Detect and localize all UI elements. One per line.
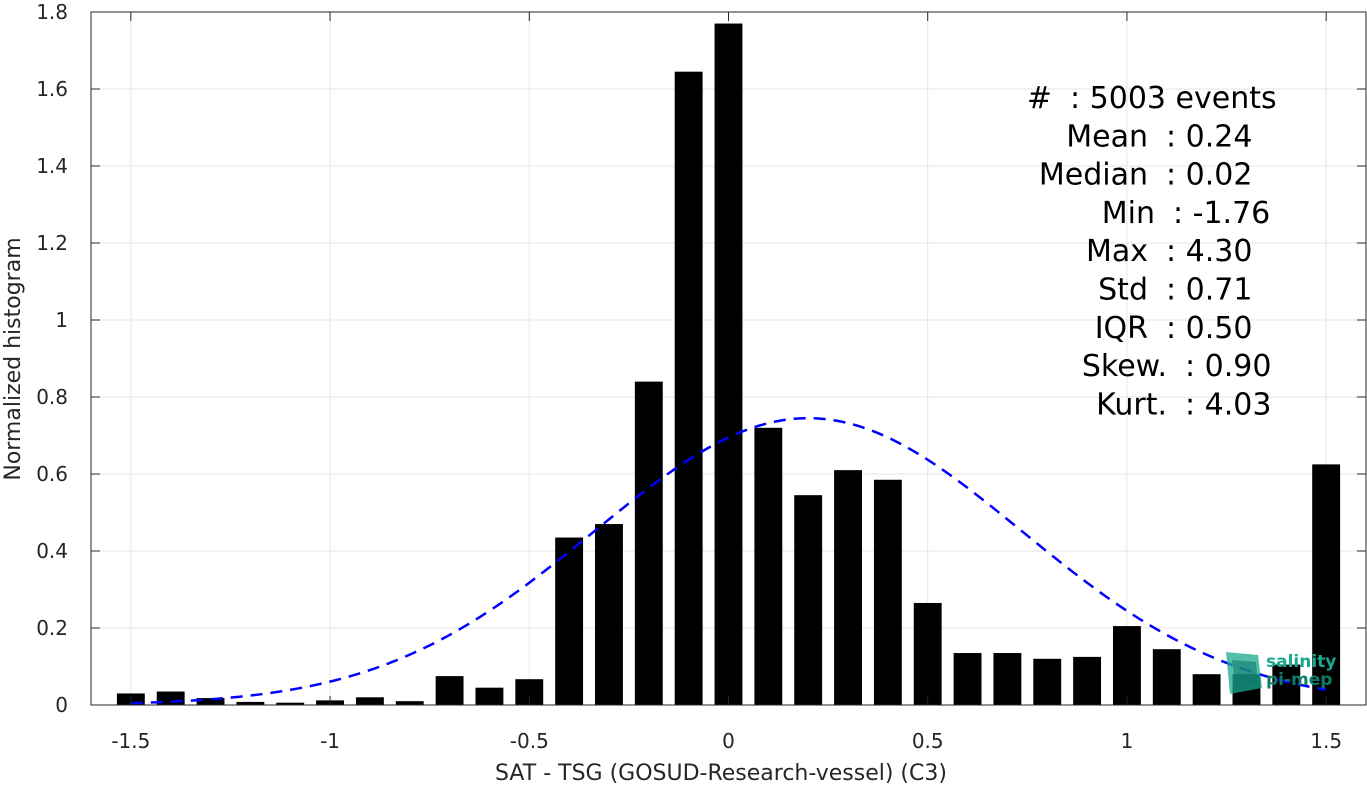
stat-value: : -1.76 [1173, 196, 1270, 231]
histogram-bar [555, 537, 584, 705]
stat-value: : 0.90 [1185, 349, 1271, 384]
y-tick-label: 0.2 [36, 616, 68, 640]
histogram-bar [754, 427, 783, 705]
salinity-pi-mep-logo: salinity pi-mep [1226, 652, 1336, 694]
x-tick-label: -1.5 [111, 729, 150, 753]
normal-fit-curve [130, 416, 1327, 705]
y-tick-label: 1.6 [36, 77, 68, 101]
histogram-bar [435, 676, 464, 705]
histogram-bar [475, 687, 504, 705]
histogram-bar [794, 495, 823, 705]
stat-label: Min [1102, 196, 1155, 231]
stat-label: Skew. [1082, 349, 1167, 384]
ticks [91, 11, 1366, 706]
stat-value: : 4.03 [1185, 387, 1271, 422]
histogram-bar [395, 701, 424, 705]
stat-label: IQR [1095, 311, 1148, 346]
logo-mark [1226, 652, 1262, 694]
histogram-bar [1152, 649, 1181, 705]
y-tick-label: 0 [55, 693, 68, 717]
histogram-bar [595, 524, 623, 705]
logo-line-1: salinity [1266, 652, 1336, 672]
y-tick-label: 1.2 [36, 231, 68, 255]
histogram-bar [1192, 674, 1221, 705]
stat-value: : 0.24 [1166, 119, 1252, 154]
y-tick-label: 0.6 [36, 462, 68, 486]
y-tick-label: 1 [55, 308, 68, 332]
y-tick-label: 0.4 [36, 539, 68, 563]
histogram-bar [993, 653, 1022, 705]
x-tick-label: 0 [722, 729, 735, 753]
stat-value: : 5003 events [1070, 81, 1277, 116]
histogram-bar [913, 602, 942, 705]
x-tick-label: -0.5 [510, 729, 549, 753]
y-axis-label: Normalized histogram [1, 237, 26, 480]
stat-value: : 0.71 [1166, 273, 1252, 308]
stat-value: : 0.02 [1166, 158, 1252, 193]
stat-value: : 0.50 [1166, 311, 1252, 346]
y-tick-label: 0.8 [36, 385, 68, 409]
logo-line-2: pi-mep [1266, 670, 1332, 690]
x-tick-label: 1.5 [1310, 729, 1342, 753]
histogram-bar [714, 23, 743, 706]
histogram-bar [674, 71, 703, 706]
stat-label: Std [1098, 273, 1148, 308]
bars [116, 23, 1341, 706]
x-tick-labels: -1.5 -1 -0.5 0 0.5 1 1.5 [111, 729, 1342, 753]
stat-value: : 4.30 [1166, 234, 1252, 269]
y-tick-label: 1.8 [36, 0, 68, 24]
histogram-bar [1033, 658, 1062, 705]
histogram-bar [196, 698, 225, 705]
histogram-bar [1073, 656, 1102, 705]
histogram-bar [634, 381, 663, 705]
y-tick-labels: 0 0.2 0.4 0.6 0.8 1 1.2 1.4 1.6 1.8 [36, 0, 68, 717]
y-tick-label: 1.4 [36, 154, 68, 178]
stat-label: Mean [1066, 119, 1148, 154]
stat-label: Kurt. [1096, 387, 1167, 422]
x-tick-label: 1 [1121, 729, 1134, 753]
histogram-bar [1312, 464, 1341, 705]
histogram-bar [873, 479, 902, 705]
histogram-bar [953, 653, 982, 705]
x-tick-label: 0.5 [912, 729, 944, 753]
histogram-bar [1112, 626, 1141, 705]
stat-label: Median [1039, 158, 1148, 193]
stat-label: Max [1086, 234, 1148, 269]
stat-label: # [1027, 81, 1052, 116]
histogram-bar [236, 701, 265, 705]
histogram-bar [276, 702, 305, 705]
histogram-bar [834, 470, 862, 705]
x-tick-label: -1 [320, 729, 340, 753]
histogram-bar [1272, 664, 1301, 705]
histogram-bar [355, 697, 384, 705]
x-axis-label: SAT - TSG (GOSUD-Research-vessel) (C3) [495, 761, 947, 785]
